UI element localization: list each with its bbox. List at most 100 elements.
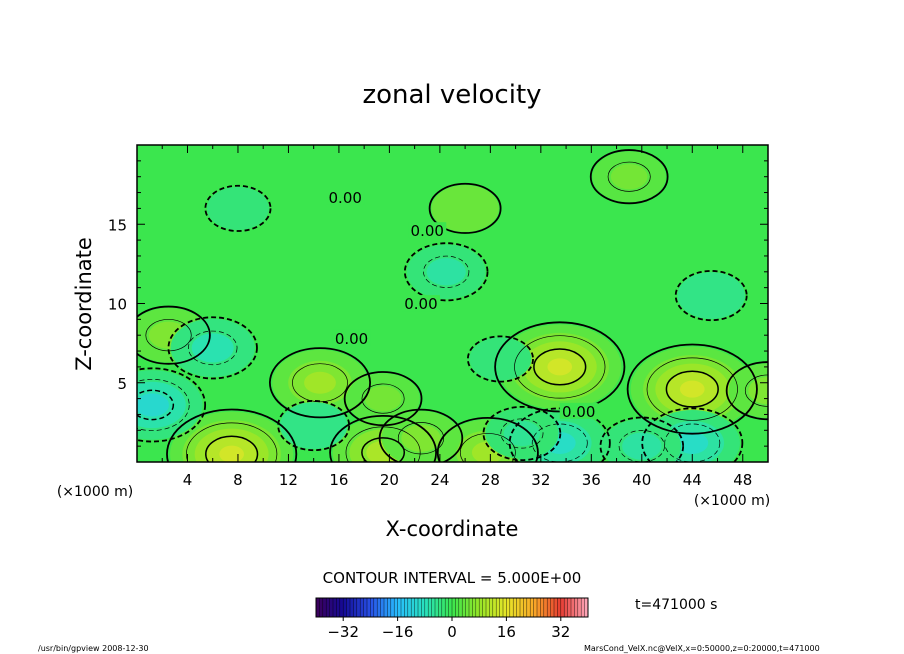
colorbar-cell <box>404 598 409 617</box>
contour-line <box>589 149 669 205</box>
colorbar-cell <box>458 598 463 617</box>
contour-line <box>166 408 298 462</box>
colorbar-cell <box>492 598 497 617</box>
field-blob <box>401 424 441 452</box>
y-tick-label: 5 <box>117 375 127 393</box>
x-tick-label: 36 <box>582 471 601 489</box>
colorbar-cell <box>475 598 480 617</box>
colorbar-cell <box>373 598 378 617</box>
contour-line <box>137 367 207 443</box>
colorbar-tick-label: 0 <box>447 623 457 641</box>
colorbar-cell <box>547 598 551 617</box>
colorbar-cell <box>360 598 364 617</box>
x-tick-label: 16 <box>329 471 348 489</box>
colorbar-tick-label: 32 <box>551 623 570 641</box>
contour-line <box>204 184 272 232</box>
colorbar-cell <box>401 598 405 617</box>
contour-line <box>137 378 190 431</box>
contour-line <box>137 305 211 365</box>
field-blob <box>191 333 234 363</box>
field-blob <box>748 377 768 405</box>
colorbar-cell <box>564 598 568 617</box>
colorbar-cell <box>550 598 555 617</box>
colorbar-cell <box>584 598 589 617</box>
field-blob <box>426 258 466 286</box>
colorbar-cell <box>384 598 388 617</box>
zero-contour-label: 0.00 <box>562 403 595 421</box>
x-axis-ticks: 4 8 12 16 20 24 28 32 36 40 44 48 <box>136 145 769 489</box>
colorbar-cell <box>353 598 358 617</box>
field-blob <box>137 393 169 417</box>
colorbar-cell <box>316 598 320 617</box>
colorbar-cell <box>346 598 351 617</box>
colorbar-cell <box>424 598 429 617</box>
colorbar-ticks: −32 −16 0 16 32 <box>327 617 570 641</box>
x-tick-label: 40 <box>632 471 651 489</box>
colorbar-cell <box>543 598 548 617</box>
footer-left-text: /usr/bin/gpview 2008-12-30 <box>38 644 149 653</box>
colorbar-cell <box>356 598 361 617</box>
colorbar-cell <box>513 598 517 617</box>
x-tick-label: 12 <box>279 471 298 489</box>
colorbar-cell <box>509 598 514 617</box>
y-unit-label: (×1000 m) <box>57 484 133 500</box>
velocity-field: 0.00 0.00 0.00 0.00 0.00 <box>137 145 768 462</box>
zero-contour-label: 0.00 <box>404 295 437 313</box>
field-blob <box>547 358 573 376</box>
field-blob <box>304 371 336 394</box>
x-tick-label: 8 <box>233 471 243 489</box>
colorbar-cell <box>537 598 541 617</box>
colorbar-cell <box>503 598 507 617</box>
field-blob <box>431 184 499 232</box>
colorbar-cell <box>370 598 375 617</box>
colorbar-tick-label: 16 <box>497 623 516 641</box>
x-tick-label: 48 <box>733 471 752 489</box>
colorbar-cell <box>540 598 545 617</box>
contour-line <box>186 422 278 462</box>
colorbar-cell <box>319 598 324 617</box>
colorbar-cell <box>333 598 337 617</box>
contour-line <box>531 423 588 462</box>
colorbar-cell <box>560 598 565 617</box>
footer-right-text: MarsCond_VelX.nc@VelX,x=0:50000,z=0:2000… <box>584 644 820 653</box>
field-blob <box>364 385 402 412</box>
contour-line <box>500 418 544 449</box>
field-blob <box>677 272 746 320</box>
colorbar-cell <box>574 598 579 617</box>
colorbar-cell <box>486 598 490 617</box>
contour-line <box>137 389 175 421</box>
colorbar-cell <box>581 598 585 617</box>
colorbar-cell <box>350 598 354 617</box>
contour-line <box>378 408 464 462</box>
colorbar-cell <box>380 598 385 617</box>
y-axis-label: Z-coordinate <box>72 237 96 371</box>
colorbar-cell <box>390 598 395 617</box>
colorbar-cell <box>462 598 466 617</box>
field-blob <box>679 380 705 398</box>
contour-line <box>674 270 748 322</box>
contour-line <box>646 357 738 421</box>
field-blob <box>206 186 270 230</box>
contour-line <box>403 242 489 302</box>
zero-label-background <box>401 295 440 312</box>
x-tick-label: 24 <box>430 471 449 489</box>
contour-line <box>482 405 562 461</box>
colorbar-cell <box>465 598 470 617</box>
colorbar-cell <box>387 598 392 617</box>
contour-line <box>626 343 758 435</box>
colorbar-cell <box>448 598 453 617</box>
chart-title: zonal velocity <box>362 80 541 110</box>
colorbar-cell <box>411 598 415 617</box>
colorbar-cell <box>336 598 341 617</box>
colorbar-cell <box>343 598 347 617</box>
x-axis-label: X-coordinate <box>386 517 519 541</box>
contour-line <box>514 335 606 399</box>
colorbar-cell <box>441 598 446 617</box>
contour-line <box>533 348 587 386</box>
colorbar-cell <box>455 598 460 617</box>
contour-line <box>664 423 721 462</box>
colorbar-tick-label: −32 <box>327 623 359 641</box>
colorbar-cell <box>428 598 432 617</box>
colorbar-cell <box>438 598 443 617</box>
